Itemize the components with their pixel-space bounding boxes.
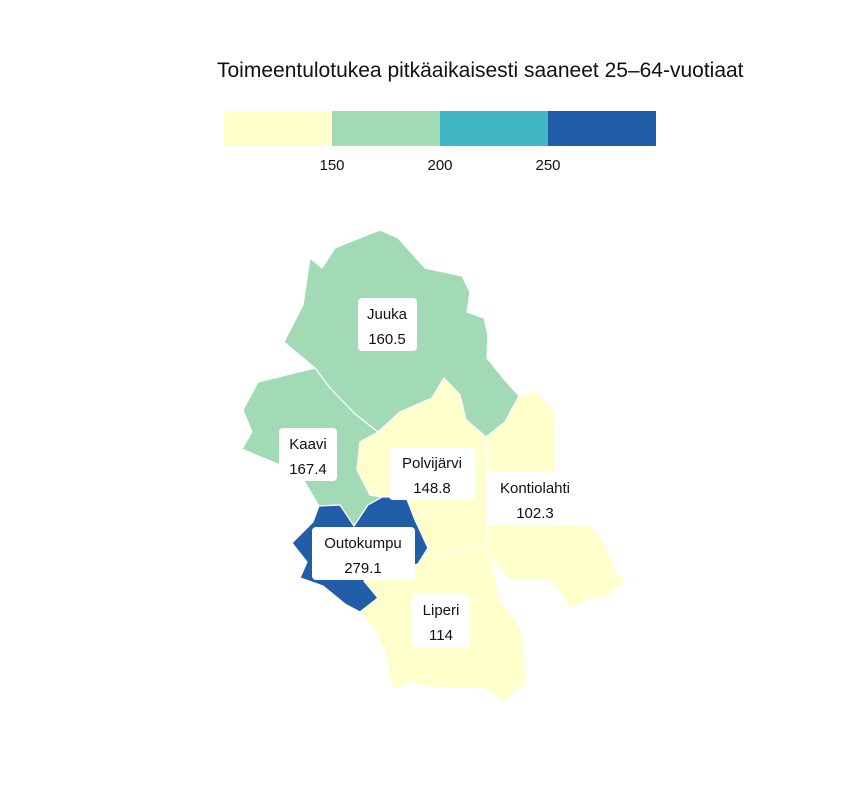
label-box: [389, 447, 475, 500]
region-name-kontiolahti: Kontiolahti: [500, 480, 570, 497]
label-box: [279, 428, 337, 481]
legend-swatch-3: [440, 111, 548, 146]
region-name-polvijarvi: Polvijärvi: [402, 455, 462, 472]
map-title: Toimeentulotukea pitkäaikaisesti saaneet…: [217, 59, 744, 82]
region-name-outokumpu: Outokumpu: [324, 535, 402, 552]
region-name-juuka: Juuka: [367, 306, 408, 323]
region-name-liperi: Liperi: [423, 602, 460, 619]
legend-swatch-2: [332, 111, 440, 146]
region-value-liperi: 114: [429, 627, 453, 644]
label-box: [485, 472, 585, 525]
legend-swatch-4: [548, 111, 656, 146]
region-kontiolahti[interactable]: [485, 390, 629, 609]
legend-tick-label: 250: [535, 157, 560, 174]
label-box: [412, 594, 470, 647]
region-value-kontiolahti: 102.3: [516, 505, 554, 522]
region-value-polvijarvi: 148.8: [413, 480, 451, 497]
legend-tick-label: 150: [319, 157, 344, 174]
region-name-kaavi: Kaavi: [289, 436, 327, 453]
region-value-kaavi: 167.4: [289, 461, 327, 478]
region-value-outokumpu: 279.1: [344, 560, 382, 577]
legend-swatch-1: [224, 111, 332, 146]
region-labels: Juuka 160.5 Kaavi 167.4 Polvijärvi 148.8…: [279, 298, 585, 647]
legend-tick-label: 200: [427, 157, 452, 174]
label-box: [312, 527, 415, 580]
legend: 150 200 250: [224, 111, 656, 174]
label-box: [358, 298, 417, 351]
region-value-juuka: 160.5: [368, 331, 406, 348]
